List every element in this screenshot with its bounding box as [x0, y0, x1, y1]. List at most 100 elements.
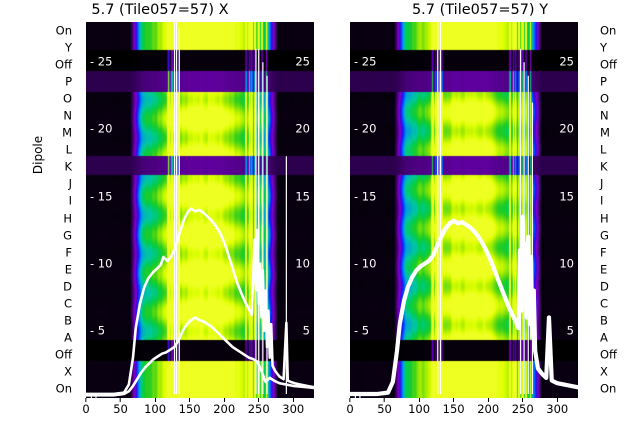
tickmark-icon	[487, 398, 489, 402]
xtick-y-300: 300	[546, 398, 568, 416]
panel-y-title: 5.7 (Tile057=57) Y	[411, 2, 549, 18]
category-tick-right-19: Off	[600, 347, 617, 362]
category-tick-left-5: N	[63, 108, 72, 123]
tickmark-icon	[418, 398, 420, 402]
category-tick-left-17: B	[64, 313, 72, 328]
category-tick-right-16: C	[600, 296, 609, 311]
category-axis-right: On Y Off P O N M L K J I H G F E D C B A Off X On	[596, 22, 640, 398]
xtick-y-50: 50	[377, 398, 392, 416]
category-tick-left-9: J	[68, 176, 72, 191]
tickmark-icon	[258, 398, 260, 402]
panel-x-title: 5.7 (Tile057=57) X	[91, 2, 229, 18]
category-tick-left-14: E	[64, 262, 72, 277]
tickmark-icon	[154, 398, 156, 402]
xtick-y-200: 200	[477, 398, 499, 416]
trace-panel-x-0	[86, 207, 314, 396]
category-tick-left-20: X	[64, 364, 72, 379]
xtick-label: 250	[247, 402, 270, 416]
trace-overlay-x	[86, 22, 314, 397]
category-tick-left-10: I	[68, 193, 72, 208]
xtick-label: 0	[82, 402, 90, 416]
xtick-label: 200	[213, 402, 236, 416]
category-tick-right-7: L	[600, 142, 607, 157]
xtick-y-150: 150	[443, 398, 465, 416]
xtick-label: 200	[477, 402, 500, 416]
xtick-x-200: 200	[213, 398, 235, 416]
xtick-label: 0	[346, 402, 354, 416]
category-tick-left-12: G	[63, 227, 72, 242]
heatmap-plot-y[interactable]: - 25- 20- 15- 10- 5 0 25 20 15 10 5	[350, 22, 578, 398]
xtick-y-250: 250	[512, 398, 534, 416]
category-tick-right-2: Off	[600, 56, 617, 71]
tickmark-icon	[85, 398, 87, 402]
category-tick-right-0: On	[600, 22, 617, 37]
category-tick-left-11: H	[63, 210, 72, 225]
heatmap-plot-x[interactable]: - 25- 20- 15- 10- 5 0 25 20 15 10 5	[86, 22, 314, 398]
category-tick-right-12: G	[600, 227, 609, 242]
category-tick-right-4: O	[600, 91, 610, 106]
xtick-x-0: 0	[82, 398, 90, 416]
category-tick-left-3: P	[65, 74, 72, 89]
tickmark-icon	[556, 398, 558, 402]
xtick-x-150: 150	[179, 398, 201, 416]
category-axis-left: On Y Off P O N M L K J I H G F E D C B A Off X On	[30, 22, 76, 398]
category-tick-left-16: C	[63, 296, 72, 311]
tickmark-icon	[189, 398, 191, 402]
category-tick-right-17: B	[600, 313, 608, 328]
category-tick-left-13: F	[65, 244, 72, 259]
category-tick-right-13: F	[600, 244, 607, 259]
category-tick-right-1: Y	[600, 39, 608, 54]
category-tick-left-4: O	[62, 91, 72, 106]
tickmark-icon	[292, 398, 294, 402]
xtick-label: 250	[511, 402, 534, 416]
category-tick-right-11: H	[600, 210, 609, 225]
category-tick-left-8: K	[64, 159, 72, 174]
category-tick-right-10: I	[600, 193, 604, 208]
xtick-label: 150	[178, 402, 201, 416]
xtick-label: 300	[282, 402, 305, 416]
category-tick-right-20: X	[600, 364, 608, 379]
category-tick-left-0: On	[55, 22, 72, 37]
xtick-x-50: 50	[113, 398, 128, 416]
x-axis-x: 0 50 100 150 200 250 300	[82, 398, 314, 432]
xtick-label: 50	[113, 402, 128, 416]
category-tick-right-5: N	[600, 108, 609, 123]
category-tick-left-1: Y	[64, 39, 72, 54]
xtick-y-100: 100	[408, 398, 430, 416]
trace-panel-x-1	[86, 316, 314, 397]
xtick-x-100: 100	[144, 398, 166, 416]
category-tick-right-18: A	[600, 330, 608, 345]
category-tick-left-7: L	[65, 142, 72, 157]
trace-panel-y-0	[350, 214, 578, 397]
category-tick-right-3: P	[600, 74, 607, 89]
tickmark-icon	[349, 398, 351, 402]
tickmark-icon	[522, 398, 524, 402]
category-tick-left-6: M	[62, 125, 72, 140]
xtick-x-300: 300	[282, 398, 304, 416]
xtick-y-0: 0	[346, 398, 354, 416]
tickmark-icon	[223, 398, 225, 402]
category-tick-left-2: Off	[55, 56, 72, 71]
trace-overlay-y	[350, 22, 578, 397]
tickmark-icon	[453, 398, 455, 402]
category-tick-right-15: D	[600, 279, 609, 294]
category-tick-right-8: K	[600, 159, 608, 174]
category-tick-right-21: On	[600, 381, 617, 396]
category-tick-left-19: Off	[55, 347, 72, 362]
xtick-label: 300	[546, 402, 569, 416]
category-tick-left-18: A	[64, 330, 72, 345]
xtick-label: 100	[408, 402, 431, 416]
xtick-label: 50	[377, 402, 392, 416]
category-tick-left-21: On	[55, 381, 72, 396]
category-tick-right-9: J	[600, 176, 604, 191]
category-tick-right-6: M	[600, 125, 610, 140]
xtick-label: 100	[144, 402, 167, 416]
tickmark-icon	[120, 398, 122, 402]
heatmap-canvas-y	[350, 22, 578, 398]
category-tick-right-14: E	[600, 262, 608, 277]
xtick-label: 150	[442, 402, 465, 416]
tickmark-icon	[384, 398, 386, 402]
